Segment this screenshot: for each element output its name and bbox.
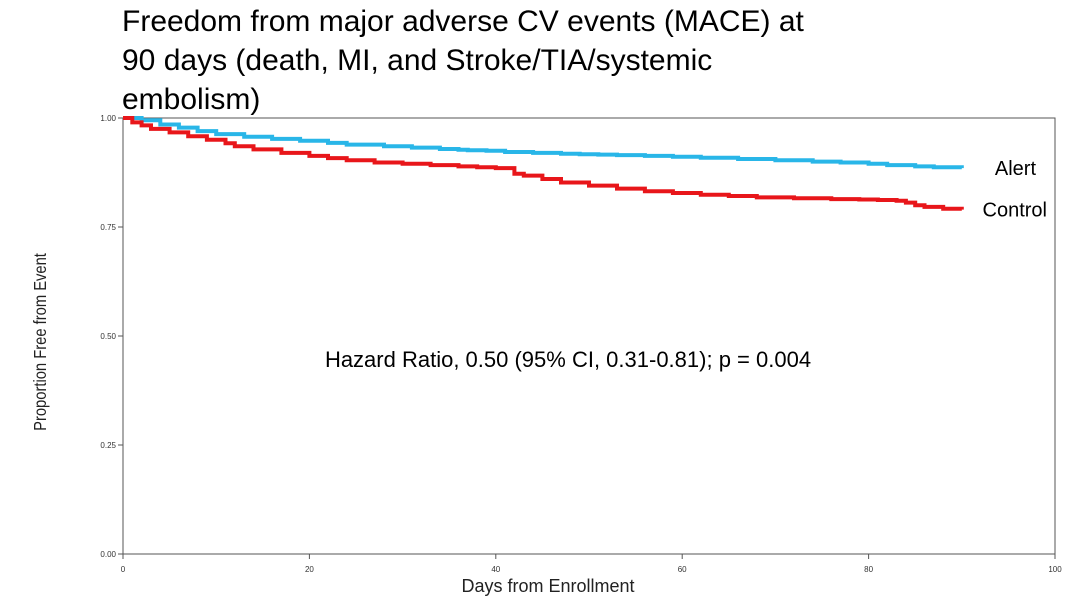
y-tick-label: 0.00	[100, 550, 116, 559]
series-line-alert	[123, 116, 964, 170]
chart-title-line-3: embolism)	[122, 83, 261, 116]
chart-title: Freedom from major adverse CV events (MA…	[122, 2, 1062, 119]
series-line-control	[123, 116, 964, 211]
x-tick-label: 40	[491, 565, 500, 574]
y-axis-label: Proportion Free from Event	[31, 253, 51, 431]
y-tick-label: 0.50	[100, 332, 116, 341]
chart-title-line-1: Freedom from major adverse CV events (MA…	[122, 5, 804, 38]
series-label-alert: Alert	[995, 158, 1037, 180]
y-tick-label: 1.00	[100, 114, 116, 123]
x-axis-label: Days from Enrollment	[461, 576, 634, 596]
x-tick-label: 20	[305, 565, 314, 574]
hazard-ratio-annotation: Hazard Ratio, 0.50 (95% CI, 0.31-0.81); …	[325, 347, 811, 372]
y-tick-label: 0.25	[100, 441, 116, 450]
x-tick-label: 60	[678, 565, 687, 574]
series-lines: Alert Control	[123, 116, 1047, 222]
axes: 0 20 40 60 80 100 0.00 0.25 0.50 0.75 1.00	[100, 114, 1062, 574]
x-tick-label: 0	[121, 565, 126, 574]
chart-title-line-2: 90 days (death, MI, and Stroke/TIA/syste…	[122, 44, 713, 77]
y-tick-label: 0.75	[100, 223, 116, 232]
x-tick-label: 80	[864, 565, 873, 574]
series-label-control: Control	[983, 200, 1047, 222]
x-tick-label: 100	[1048, 565, 1062, 574]
